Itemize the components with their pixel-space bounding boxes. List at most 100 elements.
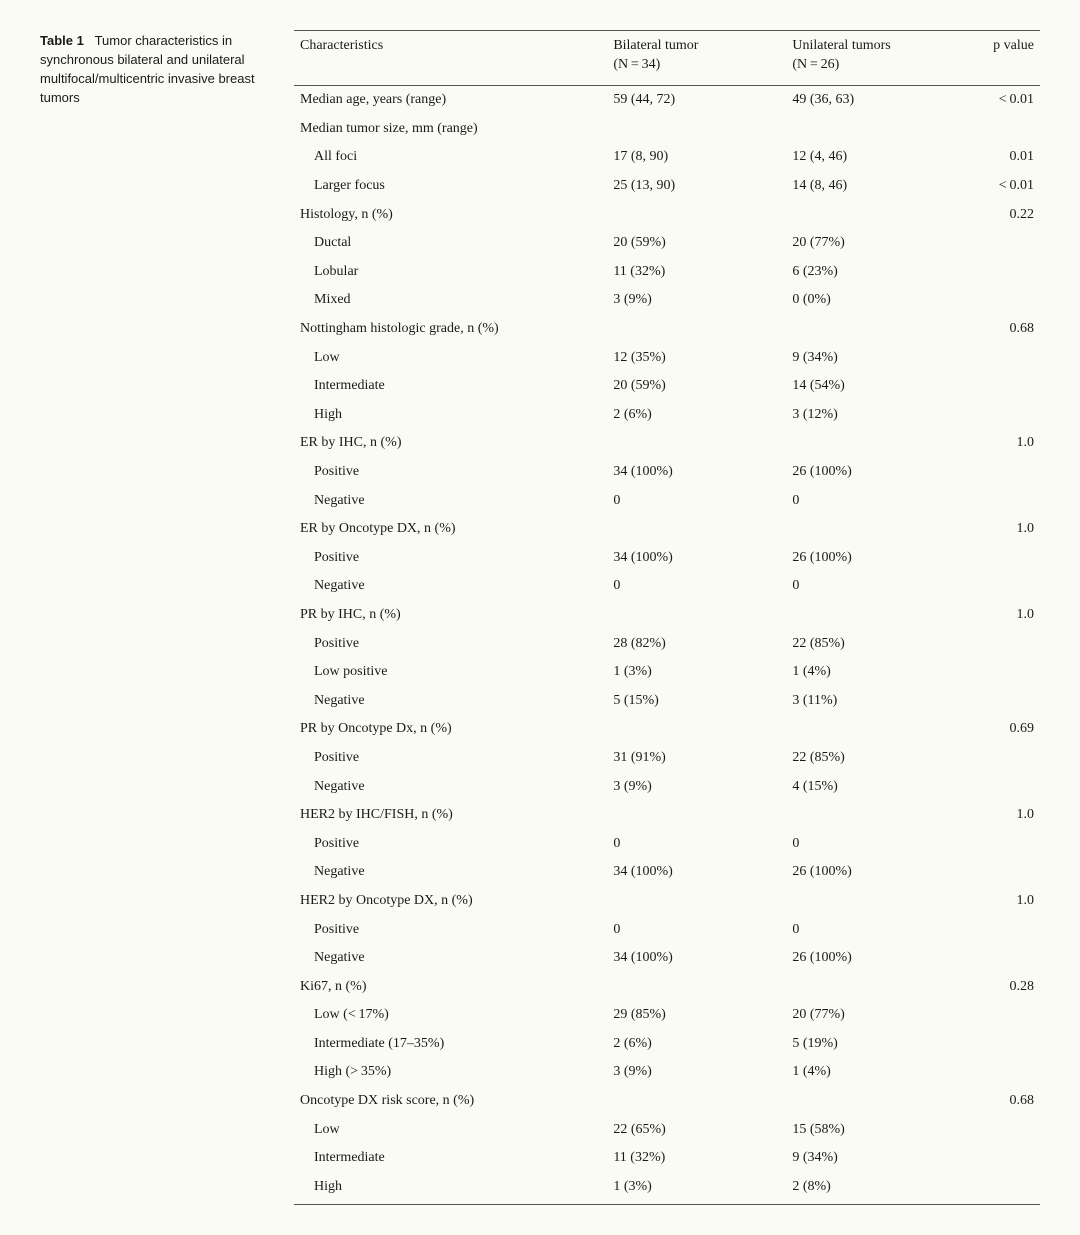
cell-characteristic: Intermediate: [294, 372, 607, 401]
cell-bilateral: 3 (9%): [607, 286, 786, 315]
table-row: High2 (6%)3 (12%): [294, 400, 1040, 429]
cell-bilateral: 20 (59%): [607, 229, 786, 258]
table-row: Negative00: [294, 572, 1040, 601]
table-row: Positive28 (82%)22 (85%): [294, 629, 1040, 658]
cell-characteristic: Lobular: [294, 257, 607, 286]
cell-unilateral: 14 (54%): [786, 372, 950, 401]
cell-unilateral: 26 (100%): [786, 944, 950, 973]
page: Table 1 Tumor characteristics in synchro…: [40, 30, 1040, 1205]
table-row: Low22 (65%)15 (58%): [294, 1115, 1040, 1144]
cell-pvalue: [950, 1029, 1040, 1058]
cell-characteristic: High: [294, 1172, 607, 1205]
cell-bilateral: 11 (32%): [607, 1144, 786, 1173]
cell-characteristic: Positive: [294, 458, 607, 487]
table-row: Negative00: [294, 486, 1040, 515]
cell-pvalue: [950, 372, 1040, 401]
cell-characteristic: Negative: [294, 858, 607, 887]
cell-characteristic: Positive: [294, 829, 607, 858]
col-unilateral-line2: (N = 26): [792, 56, 944, 75]
cell-unilateral: 2 (8%): [786, 1172, 950, 1205]
cell-unilateral: 14 (8, 46): [786, 172, 950, 201]
cell-bilateral: [607, 715, 786, 744]
cell-pvalue: [950, 629, 1040, 658]
cell-characteristic: Oncotype DX risk score, n (%): [294, 1087, 607, 1116]
cell-unilateral: 12 (4, 46): [786, 143, 950, 172]
table-row: Intermediate11 (32%)9 (34%): [294, 1144, 1040, 1173]
cell-bilateral: 0: [607, 572, 786, 601]
table-head: Characteristics Bilateral tumor (N = 34)…: [294, 31, 1040, 86]
table-row: Positive34 (100%)26 (100%): [294, 458, 1040, 487]
cell-pvalue: [950, 1144, 1040, 1173]
cell-pvalue: [950, 686, 1040, 715]
table-caption-block: Table 1 Tumor characteristics in synchro…: [40, 30, 270, 107]
cell-unilateral: 1 (4%): [786, 658, 950, 687]
table-container: Characteristics Bilateral tumor (N = 34)…: [294, 30, 1040, 1205]
table-row: Negative34 (100%)26 (100%): [294, 858, 1040, 887]
table-row: ER by Oncotype DX, n (%)1.0: [294, 515, 1040, 544]
cell-characteristic: Intermediate: [294, 1144, 607, 1173]
cell-bilateral: 3 (9%): [607, 1058, 786, 1087]
cell-bilateral: [607, 801, 786, 830]
cell-characteristic: Ductal: [294, 229, 607, 258]
cell-characteristic: Low: [294, 343, 607, 372]
cell-unilateral: 20 (77%): [786, 1001, 950, 1030]
table-row: Histology, n (%)0.22: [294, 200, 1040, 229]
cell-bilateral: 31 (91%): [607, 743, 786, 772]
cell-pvalue: [950, 458, 1040, 487]
cell-pvalue: [950, 1001, 1040, 1030]
cell-bilateral: 34 (100%): [607, 458, 786, 487]
table-row: ER by IHC, n (%)1.0: [294, 429, 1040, 458]
cell-bilateral: 29 (85%): [607, 1001, 786, 1030]
table-row: Positive00: [294, 915, 1040, 944]
cell-pvalue: 0.69: [950, 715, 1040, 744]
table-row: HER2 by IHC/FISH, n (%)1.0: [294, 801, 1040, 830]
cell-bilateral: 5 (15%): [607, 686, 786, 715]
cell-pvalue: [950, 257, 1040, 286]
cell-pvalue: [950, 658, 1040, 687]
cell-unilateral: [786, 801, 950, 830]
table-row: Negative3 (9%)4 (15%): [294, 772, 1040, 801]
cell-characteristic: PR by IHC, n (%): [294, 600, 607, 629]
cell-bilateral: 34 (100%): [607, 858, 786, 887]
cell-bilateral: 0: [607, 915, 786, 944]
cell-unilateral: 0: [786, 486, 950, 515]
cell-characteristic: ER by Oncotype DX, n (%): [294, 515, 607, 544]
table-row: Median tumor size, mm (range): [294, 114, 1040, 143]
cell-unilateral: 0: [786, 572, 950, 601]
cell-unilateral: [786, 972, 950, 1001]
col-bilateral-line1: Bilateral tumor: [613, 37, 780, 56]
table-row: Low positive1 (3%)1 (4%): [294, 658, 1040, 687]
cell-unilateral: 22 (85%): [786, 743, 950, 772]
cell-bilateral: 34 (100%): [607, 944, 786, 973]
cell-unilateral: 49 (36, 63): [786, 85, 950, 114]
table-row: High1 (3%)2 (8%): [294, 1172, 1040, 1205]
table-row: Positive34 (100%)26 (100%): [294, 543, 1040, 572]
cell-characteristic: Negative: [294, 686, 607, 715]
cell-bilateral: 25 (13, 90): [607, 172, 786, 201]
cell-unilateral: 26 (100%): [786, 858, 950, 887]
cell-unilateral: [786, 886, 950, 915]
table-row: PR by Oncotype Dx, n (%) 0.69: [294, 715, 1040, 744]
cell-pvalue: [950, 543, 1040, 572]
table-row: Lobular11 (32%)6 (23%): [294, 257, 1040, 286]
cell-unilateral: [786, 200, 950, 229]
cell-bilateral: 20 (59%): [607, 372, 786, 401]
cell-pvalue: [950, 743, 1040, 772]
cell-unilateral: 0: [786, 829, 950, 858]
cell-pvalue: [950, 229, 1040, 258]
table-row: Oncotype DX risk score, n (%)0.68: [294, 1087, 1040, 1116]
cell-characteristic: PR by Oncotype Dx, n (%): [294, 715, 607, 744]
cell-characteristic: All foci: [294, 143, 607, 172]
cell-unilateral: 0 (0%): [786, 286, 950, 315]
cell-characteristic: Positive: [294, 743, 607, 772]
cell-characteristic: Median age, years (range): [294, 85, 607, 114]
cell-pvalue: 0.01: [950, 143, 1040, 172]
cell-characteristic: Negative: [294, 572, 607, 601]
cell-pvalue: 1.0: [950, 886, 1040, 915]
cell-pvalue: [950, 343, 1040, 372]
cell-bilateral: [607, 515, 786, 544]
cell-pvalue: [950, 486, 1040, 515]
cell-pvalue: [950, 114, 1040, 143]
cell-characteristic: Mixed: [294, 286, 607, 315]
cell-unilateral: [786, 515, 950, 544]
